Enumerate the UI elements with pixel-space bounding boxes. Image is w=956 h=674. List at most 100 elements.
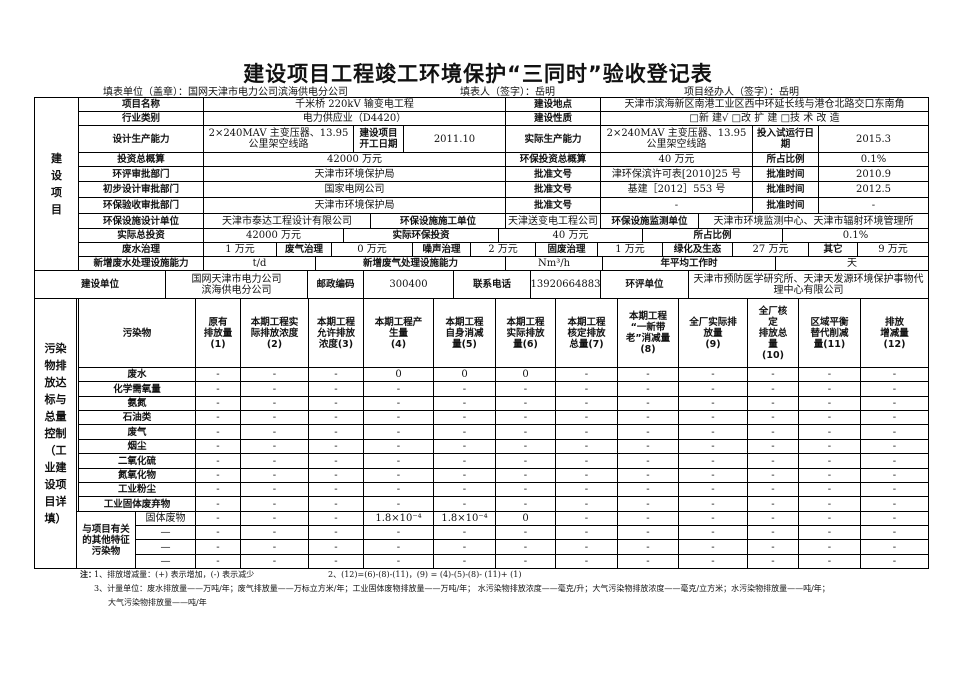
table-cell: -: [240, 381, 309, 397]
actual-env-label: 实际环保投资: [343, 228, 499, 243]
facility-monitor-label: 环保设施监测单位: [600, 213, 699, 229]
pollutant-name: 二氧化硫: [78, 453, 196, 469]
table-cell: -: [363, 396, 434, 411]
table-cell: -: [860, 539, 929, 555]
table-cell: -: [363, 410, 434, 425]
table-cell: -: [363, 539, 434, 555]
table-cell: -: [747, 410, 799, 425]
other-pollutant-name: —: [135, 525, 196, 540]
table-cell: -: [433, 539, 496, 555]
table-cell: -: [195, 367, 241, 382]
green-value: 27 万元: [732, 242, 809, 257]
table-cell: -: [678, 424, 748, 440]
table-cell: -: [678, 482, 748, 497]
acc_time-label: 批准时间: [752, 197, 819, 214]
table-cell: -: [860, 453, 929, 469]
budget-label: 投资总概算: [78, 152, 204, 167]
start-date-value: 2011.10: [403, 125, 506, 153]
table-cell: -: [363, 554, 434, 569]
acc_doc-value: -: [600, 197, 753, 214]
acc_doc-label: 批准文号: [505, 197, 601, 214]
pollutant-name: 石油类: [78, 410, 196, 425]
actual-ratio-label: 所占比例: [642, 228, 783, 243]
table-cell: 1.8×10⁻⁴: [433, 511, 496, 526]
table-cell: -: [240, 511, 309, 526]
table-cell: -: [747, 453, 799, 469]
table-cell: -: [747, 525, 799, 540]
nature-label: 建设性质: [505, 111, 601, 126]
table-cell: -: [860, 367, 929, 382]
table-cell: -: [860, 468, 929, 483]
table-cell: -: [240, 554, 309, 569]
eia_dept-label: 环评审批部门: [78, 166, 204, 182]
column-header: 本期工程 自身消减 量(5): [433, 298, 496, 368]
table-cell: -: [308, 554, 364, 569]
table-cell: -: [798, 468, 861, 483]
table-cell: -: [433, 439, 496, 454]
table-cell: -: [308, 424, 364, 440]
table-cell: 1.8×10⁻⁴: [363, 511, 434, 526]
pollutant-name: 氮氧化物: [78, 468, 196, 483]
table-cell: -: [678, 439, 748, 454]
table-cell: -: [240, 424, 309, 440]
unit-value: 国网天津市电力公司 滨海供电分公司: [165, 270, 308, 299]
actual-capacity-label: 实际生产能力: [505, 125, 601, 153]
table-cell: -: [555, 539, 618, 555]
table-cell: -: [495, 424, 556, 440]
table-cell: -: [433, 496, 496, 512]
new-gas-label: 新增废气处理设施能力: [315, 256, 506, 271]
table-cell: -: [195, 396, 241, 411]
pollutant-name: 烟尘: [78, 439, 196, 454]
table-cell: -: [860, 496, 929, 512]
table-cell: -: [495, 396, 556, 411]
actual-capacity-value: 2×240MAV 主变压器、13.95 公里架空线路: [600, 125, 753, 153]
table-cell: -: [433, 453, 496, 469]
table-cell: -: [363, 525, 434, 540]
table-cell: -: [433, 482, 496, 497]
table-cell: -: [678, 381, 748, 397]
noise-label: 噪声治理: [412, 242, 471, 257]
note-2: 2、(12)=(6)-(8)-(11)，(9) = (4)-(5)-(8)- (…: [328, 570, 522, 579]
pollution-section-label: 污染 物排 放达 标与 总量 控制 （工 业建 设项 目详 填）: [34, 298, 77, 569]
table-cell: -: [678, 539, 748, 555]
table-cell: -: [308, 367, 364, 382]
column-header: 本期工程 “一新带 老”消减量 (8): [617, 298, 679, 368]
table-cell: -: [617, 396, 679, 411]
column-header: 本期工程产 生量 (4): [363, 298, 434, 368]
table-cell: -: [555, 381, 618, 397]
ratio-value: 0.1%: [818, 152, 929, 167]
other-value: 9 万元: [857, 242, 929, 257]
table-cell: -: [240, 410, 309, 425]
design-capacity-value: 2×240MAV 主变压器、13.95 公里架空线路: [203, 125, 354, 153]
table-cell: -: [433, 554, 496, 569]
other-pollutants-label: 与项目有关 的其他特征 污染物: [76, 511, 136, 569]
actual-env-value: 40 万元: [498, 228, 643, 243]
table-cell: -: [308, 439, 364, 454]
pollutant-name: 氨氮: [78, 396, 196, 411]
table-cell: -: [555, 482, 618, 497]
table-cell: -: [433, 424, 496, 440]
table-cell: -: [798, 396, 861, 411]
table-cell: -: [363, 453, 434, 469]
table-cell: -: [195, 554, 241, 569]
other-pollutant-name: —: [135, 554, 196, 569]
table-cell: -: [363, 424, 434, 440]
table-cell: -: [678, 525, 748, 540]
wastegas-value: 0 万元: [331, 242, 413, 257]
column-header: 全厂实际排 放量 (9): [678, 298, 748, 368]
table-cell: -: [555, 410, 618, 425]
table-cell: -: [555, 525, 618, 540]
start-date-label: 建设项目 开工日期: [353, 125, 404, 153]
column-header: 排放 增减量 (12): [860, 298, 929, 368]
facility-design-value: 天津市泰达工程设计有限公司: [203, 213, 371, 229]
table-cell: -: [555, 468, 618, 483]
wastewater-label: 废水治理: [78, 242, 204, 257]
table-cell: -: [617, 525, 679, 540]
new-ww-value: t/d: [203, 256, 316, 271]
wastewater-value: 1 万元: [203, 242, 277, 257]
note-3: 3、计量单位：废水排放量——万吨/年；废气排放量——万标立方米/年；工业固体废物…: [94, 584, 830, 593]
location-label: 建设地点: [505, 97, 601, 112]
table-cell: -: [495, 439, 556, 454]
table-cell: -: [308, 381, 364, 397]
table-cell: -: [195, 539, 241, 555]
